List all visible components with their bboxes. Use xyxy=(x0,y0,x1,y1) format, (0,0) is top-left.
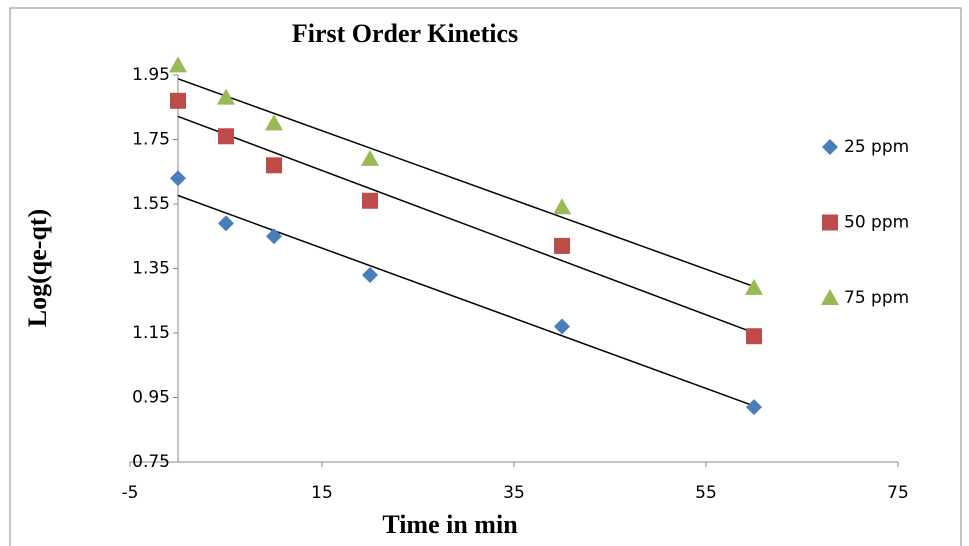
x-axis-label: Time in min xyxy=(382,510,518,539)
marker xyxy=(362,192,378,209)
marker xyxy=(170,92,186,109)
chart-border xyxy=(9,7,962,546)
legend-marker xyxy=(822,139,838,155)
marker xyxy=(553,198,571,215)
marker xyxy=(217,88,235,105)
trendline xyxy=(177,78,755,288)
marker xyxy=(746,328,762,345)
y-tick-label: 1.95 xyxy=(132,65,170,85)
marker xyxy=(362,266,378,283)
marker xyxy=(554,237,570,254)
marker xyxy=(218,128,234,145)
marker xyxy=(265,114,283,131)
y-tick-label: 1.15 xyxy=(132,323,170,343)
y-tick-label: 1.75 xyxy=(132,130,170,150)
x-tick-label: -5 xyxy=(122,483,139,503)
y-tick-label: 0.75 xyxy=(132,452,170,472)
marker xyxy=(266,228,282,245)
legend-label: 75 ppm xyxy=(844,288,909,308)
x-tick-label: 55 xyxy=(695,483,717,503)
legend-label: 50 ppm xyxy=(844,213,909,233)
marker xyxy=(170,170,186,187)
legend-label: 25 ppm xyxy=(844,137,909,157)
x-tick-label: 35 xyxy=(503,483,525,503)
legend-marker xyxy=(822,214,838,231)
chart-title: First Order Kinetics xyxy=(292,19,518,48)
x-tick-label: 75 xyxy=(887,483,909,503)
marker xyxy=(169,56,187,73)
y-axis-label: Log(qe-qt) xyxy=(23,209,52,327)
y-tick-label: 1.55 xyxy=(132,194,170,214)
trendline xyxy=(177,115,755,334)
marker xyxy=(554,318,570,335)
marker xyxy=(218,215,234,232)
marker xyxy=(361,149,379,166)
marker xyxy=(746,399,762,416)
marker xyxy=(266,157,282,174)
marker xyxy=(745,278,763,295)
x-tick-label: 15 xyxy=(311,483,333,503)
y-tick-label: 0.95 xyxy=(132,388,170,408)
y-tick-label: 1.35 xyxy=(132,259,170,279)
legend-marker xyxy=(821,289,839,305)
